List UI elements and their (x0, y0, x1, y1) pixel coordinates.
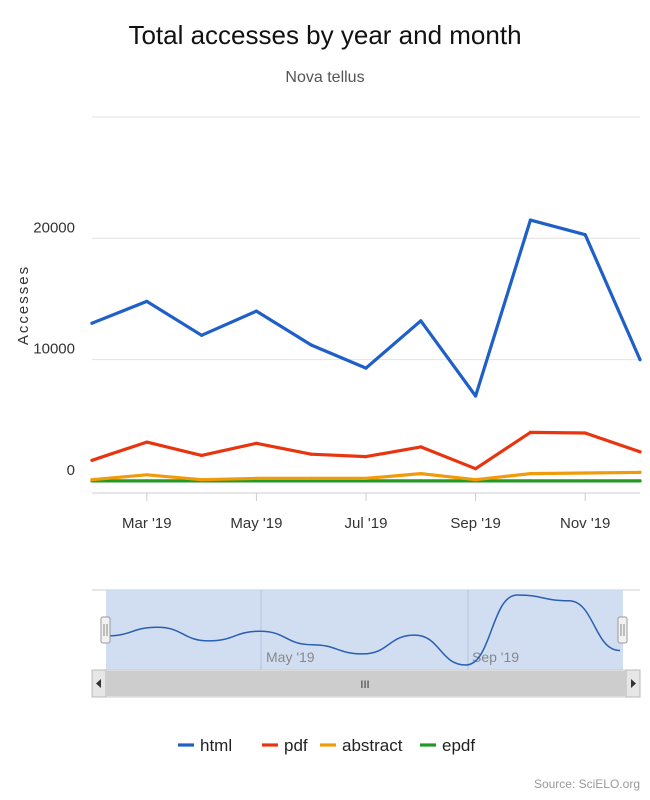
data-point-epdf[interactable] (583, 479, 587, 483)
data-point-pdf[interactable] (145, 440, 149, 444)
scrollbar-thumb[interactable] (106, 671, 626, 696)
x-tick-label: Mar '19 (122, 515, 172, 532)
x-tick-label: Sep '19 (450, 515, 500, 532)
data-point-html[interactable] (474, 394, 478, 398)
scrollbar-grip-icon: III (360, 679, 369, 691)
data-point-pdf[interactable] (200, 453, 204, 457)
data-point-epdf[interactable] (309, 479, 313, 483)
data-point-abstract[interactable] (309, 476, 313, 480)
legend-item-epdf[interactable]: epdf (420, 736, 475, 755)
data-point-abstract[interactable] (474, 478, 478, 482)
data-point-epdf[interactable] (364, 479, 368, 483)
chart-title: Total accesses by year and month (128, 20, 521, 50)
plot-series (90, 218, 642, 483)
y-tick-label: 20000 (33, 219, 75, 236)
data-point-html[interactable] (309, 343, 313, 347)
data-point-abstract[interactable] (528, 472, 533, 476)
credits-text[interactable]: Source: SciELO.org (534, 777, 640, 791)
scrollbar[interactable]: III (91, 669, 641, 698)
x-tick-label: Jul '19 (345, 515, 388, 532)
navigator-tick-label: May '19 (266, 649, 315, 665)
data-point-pdf[interactable] (309, 452, 313, 456)
data-point-epdf[interactable] (419, 479, 423, 483)
legend-label: html (200, 736, 232, 755)
x-tick-label: Nov '19 (560, 515, 610, 532)
data-point-pdf[interactable] (638, 450, 642, 454)
x-tick-label: May '19 (230, 515, 282, 532)
data-point-abstract[interactable] (638, 470, 642, 474)
data-point-epdf[interactable] (528, 479, 533, 483)
chart-subtitle: Nova tellus (285, 69, 364, 86)
data-point-pdf[interactable] (419, 445, 423, 449)
data-point-html[interactable] (200, 333, 204, 337)
data-point-abstract[interactable] (145, 473, 149, 477)
legend-item-abstract[interactable]: abstract (320, 736, 403, 755)
data-point-html[interactable] (583, 233, 587, 237)
legend-label: pdf (284, 736, 308, 755)
scroll-right-arrow-icon (631, 679, 636, 688)
navigator-handle-right[interactable] (617, 616, 628, 644)
navigator[interactable]: May '19 Sep '19 (92, 589, 640, 670)
plot-gridlines (92, 116, 640, 361)
data-point-epdf[interactable] (638, 479, 642, 483)
data-point-epdf[interactable] (254, 479, 258, 483)
scroll-left-arrow-icon (96, 679, 101, 688)
x-axis-ticks: Mar '19 May '19 Jul '19 Sep '19 Nov '19 (122, 493, 610, 532)
data-point-html[interactable] (90, 321, 94, 325)
data-point-pdf[interactable] (583, 431, 587, 435)
navigator-series-line (105, 594, 621, 666)
data-point-epdf[interactable] (145, 479, 149, 483)
data-point-pdf[interactable] (90, 458, 94, 462)
data-point-html[interactable] (145, 299, 149, 303)
data-point-pdf[interactable] (254, 441, 258, 445)
y-axis-ticks: 0 10000 20000 (33, 219, 75, 479)
navigator-selected-range[interactable] (106, 590, 623, 670)
data-point-html[interactable] (638, 358, 642, 362)
y-tick-label: 0 (67, 462, 75, 479)
legend-label: epdf (442, 736, 475, 755)
navigator-handle-left[interactable] (100, 616, 111, 644)
legend-item-html[interactable]: html (178, 736, 232, 755)
legend-label: abstract (342, 736, 403, 755)
legend-item-pdf[interactable]: pdf (262, 736, 308, 755)
data-point-html[interactable] (364, 366, 368, 370)
data-point-pdf[interactable] (364, 455, 368, 459)
data-point-html[interactable] (254, 309, 258, 313)
data-point-abstract[interactable] (583, 471, 587, 475)
legend: html pdf abstract epdf (178, 736, 475, 755)
data-point-abstract[interactable] (419, 472, 423, 476)
data-point-html[interactable] (419, 319, 423, 323)
data-point-abstract[interactable] (90, 478, 94, 482)
data-point-pdf[interactable] (474, 467, 478, 471)
data-point-html[interactable] (528, 218, 533, 222)
data-point-abstract[interactable] (254, 476, 258, 480)
y-tick-label: 10000 (33, 341, 75, 358)
data-point-abstract[interactable] (364, 476, 368, 480)
series-line-pdf[interactable] (90, 430, 642, 471)
data-point-abstract[interactable] (200, 478, 204, 482)
data-point-pdf[interactable] (528, 430, 533, 434)
navigator-tick-label: Sep '19 (472, 649, 519, 665)
y-axis-label: Accesses (15, 265, 32, 345)
